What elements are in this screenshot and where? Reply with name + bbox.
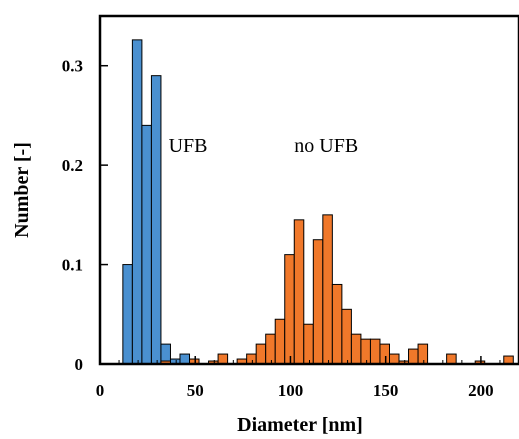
no-ufb-bar bbox=[312, 239, 324, 365]
no-ufb-bar bbox=[446, 353, 457, 365]
x-axis-title: Diameter [nm] bbox=[237, 414, 363, 436]
x-axis-ticks: 0 50 100 150 200 bbox=[96, 356, 501, 400]
no-ufb-bar bbox=[246, 353, 257, 365]
no-ufb-bar bbox=[350, 333, 362, 365]
no-ufb-bar bbox=[303, 323, 314, 365]
ufb-bar bbox=[131, 39, 143, 365]
no-ufb-bar bbox=[293, 219, 305, 365]
y-tick-label: 0.1 bbox=[62, 256, 83, 275]
x-tick-label: 150 bbox=[373, 381, 399, 400]
ufb-bar bbox=[150, 75, 162, 365]
y-axis-title: Number [-] bbox=[11, 142, 33, 238]
x-tick-label: 0 bbox=[96, 381, 105, 400]
no-ufb-bar bbox=[369, 338, 381, 365]
no-ufb-bar bbox=[379, 343, 390, 365]
no-ufb-bar bbox=[322, 214, 333, 365]
annotations: UFB no UFB bbox=[169, 135, 359, 157]
y-tick-label: 0.3 bbox=[62, 57, 83, 76]
no-ufb-bar bbox=[360, 338, 371, 365]
no-ufb-bar bbox=[331, 283, 343, 365]
no-ufb-bar bbox=[341, 308, 352, 365]
no-ufb-bar bbox=[417, 343, 429, 365]
y-axis-ticks: 0 0.1 0.2 0.3 bbox=[62, 57, 108, 374]
no-ufb-bar bbox=[388, 353, 400, 365]
y-tick-label: 0.2 bbox=[62, 156, 83, 175]
no-ufb-bar bbox=[255, 343, 267, 365]
no-ufb-bar bbox=[284, 254, 295, 365]
plot-frame bbox=[98, 14, 519, 366]
ufb-bar bbox=[179, 353, 191, 365]
series-annotation: no UFB bbox=[294, 135, 358, 157]
no-ufb-bar bbox=[274, 318, 286, 365]
no-ufb-bar bbox=[217, 353, 229, 365]
y-tick-label: 0 bbox=[75, 355, 84, 374]
no-ufb-bars bbox=[160, 214, 514, 365]
no-ufb-bar bbox=[265, 333, 276, 365]
ufb-bars bbox=[122, 39, 191, 365]
ufb-bar bbox=[141, 124, 152, 365]
no-ufb-bar bbox=[408, 348, 419, 365]
x-tick-label: 200 bbox=[468, 381, 494, 400]
series-annotation: UFB bbox=[169, 135, 208, 157]
x-tick-label: 50 bbox=[187, 381, 204, 400]
ufb-bar bbox=[122, 264, 133, 365]
x-tick-label: 100 bbox=[278, 381, 304, 400]
